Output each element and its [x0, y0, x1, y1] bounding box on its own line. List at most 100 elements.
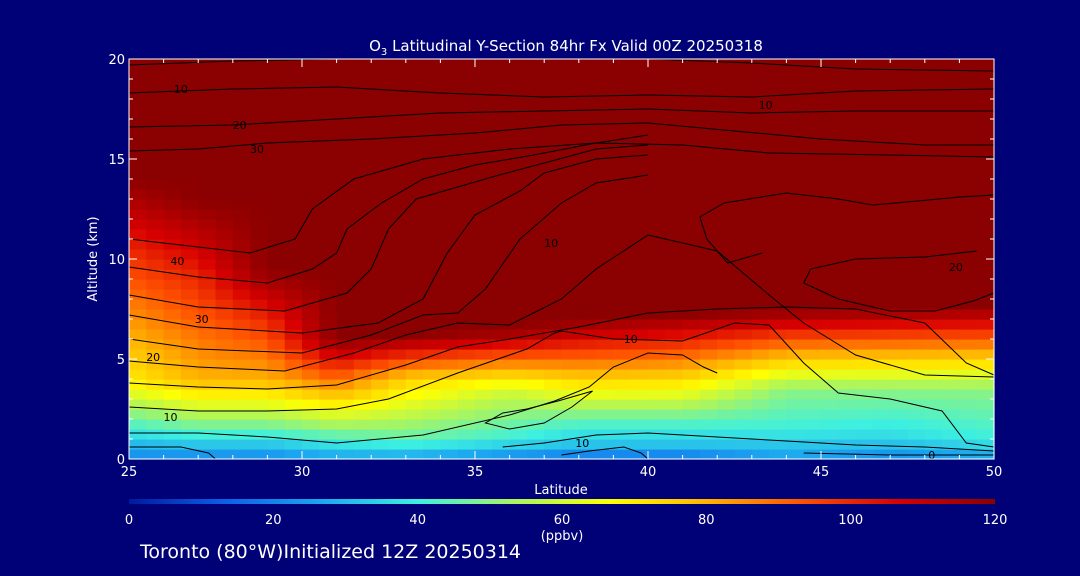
- heatmap-cell: [578, 259, 597, 270]
- heatmap-cell: [180, 179, 199, 190]
- heatmap-cell: [648, 419, 666, 430]
- heatmap-cell: [596, 359, 614, 370]
- heatmap-cell: [215, 359, 234, 370]
- heatmap-cell: [336, 369, 355, 380]
- heatmap-cell: [198, 399, 217, 410]
- heatmap-cell: [976, 279, 995, 290]
- heatmap-cell: [129, 79, 147, 90]
- heatmap-cell: [284, 159, 303, 170]
- heatmap-cell: [405, 449, 424, 460]
- heatmap-cell: [734, 239, 753, 250]
- heatmap-cell: [734, 199, 753, 210]
- heatmap-cell: [665, 389, 684, 400]
- heatmap-cell: [129, 139, 147, 150]
- heatmap-cell: [440, 79, 459, 90]
- heatmap-cell: [319, 189, 338, 200]
- heatmap-cell: [319, 449, 338, 460]
- contour-line: [128, 234, 995, 378]
- heatmap-cell: [942, 429, 960, 440]
- heatmap-cell: [509, 449, 528, 460]
- heatmap-cell: [751, 79, 770, 90]
- heatmap-cell: [769, 129, 787, 140]
- heatmap-cell: [457, 109, 476, 120]
- heatmap-cell: [405, 429, 424, 440]
- heatmap-cell: [734, 249, 753, 260]
- heatmap-cell: [492, 299, 511, 310]
- heatmap-cell: [198, 319, 217, 330]
- heatmap-cell: [648, 89, 666, 100]
- heatmap-cell: [457, 379, 476, 390]
- heatmap-cell: [198, 139, 217, 150]
- heatmap-cell: [838, 409, 857, 420]
- heatmap-cell: [596, 149, 614, 160]
- heatmap-cell: [492, 59, 511, 70]
- heatmap-cell: [751, 369, 770, 380]
- heatmap-cell: [250, 139, 268, 150]
- heatmap-cell: [890, 359, 909, 370]
- heatmap-cell: [682, 59, 701, 70]
- heatmap-cell: [959, 89, 978, 100]
- heatmap-cell: [959, 109, 978, 120]
- heatmap-cell: [717, 379, 736, 390]
- heatmap-cell: [942, 319, 960, 330]
- heatmap-cell: [907, 269, 926, 280]
- heatmap-cell: [146, 369, 165, 380]
- heatmap-cell: [682, 109, 701, 120]
- heatmap-cell: [198, 239, 217, 250]
- heatmap-cell: [198, 189, 217, 200]
- heatmap-cell: [803, 359, 822, 370]
- heatmap-cell: [561, 249, 580, 260]
- heatmap-cell: [526, 169, 545, 180]
- heatmap-cell: [578, 209, 597, 220]
- heatmap-cell: [336, 389, 355, 400]
- heatmap-cell: [475, 189, 493, 200]
- heatmap-cell: [596, 339, 614, 350]
- heatmap-cell: [769, 299, 787, 310]
- heatmap-cell: [613, 339, 632, 350]
- heatmap-cell: [838, 329, 857, 340]
- heatmap-cell: [509, 169, 528, 180]
- heatmap-cell: [440, 429, 459, 440]
- heatmap-cell: [890, 279, 909, 290]
- heatmap-cell: [232, 79, 251, 90]
- heatmap-cell: [163, 59, 182, 70]
- heatmap-cell: [492, 449, 511, 460]
- heatmap-cell: [163, 229, 182, 240]
- heatmap-cell: [855, 259, 874, 270]
- heatmap-cell: [336, 279, 355, 290]
- heatmap-cell: [613, 449, 632, 460]
- heatmap-cell: [319, 369, 338, 380]
- heatmap-cell: [648, 179, 666, 190]
- heatmap-cell: [821, 129, 839, 140]
- heatmap-cell: [198, 389, 217, 400]
- heatmap-cell: [509, 179, 528, 190]
- heatmap-cell: [699, 79, 718, 90]
- heatmap-cell: [353, 89, 372, 100]
- heatmap-cell: [457, 69, 476, 80]
- heatmap-cell: [578, 349, 597, 360]
- heatmap-cell: [959, 199, 978, 210]
- heatmap-cell: [423, 89, 441, 100]
- heatmap-cell: [769, 169, 787, 180]
- heatmap-cell: [751, 99, 770, 110]
- heatmap-cell: [509, 139, 528, 150]
- heatmap-cell: [578, 159, 597, 170]
- heatmap-cell: [821, 249, 839, 260]
- heatmap-cell: [215, 169, 234, 180]
- heatmap-cell: [405, 349, 424, 360]
- heatmap-cell: [129, 319, 147, 330]
- heatmap-cell: [665, 229, 684, 240]
- heatmap-cell: [509, 349, 528, 360]
- heatmap-cell: [267, 349, 286, 360]
- heatmap-cell: [682, 309, 701, 320]
- heatmap-cell: [717, 169, 736, 180]
- heatmap-cell: [163, 339, 182, 350]
- heatmap-cell: [250, 419, 268, 430]
- heatmap-cell: [457, 279, 476, 290]
- heatmap-cell: [250, 229, 268, 240]
- heatmap-cell: [665, 109, 684, 120]
- heatmap-cell: [630, 239, 649, 250]
- heatmap-cell: [302, 169, 320, 180]
- heatmap-cell: [959, 59, 978, 70]
- heatmap-cell: [821, 89, 839, 100]
